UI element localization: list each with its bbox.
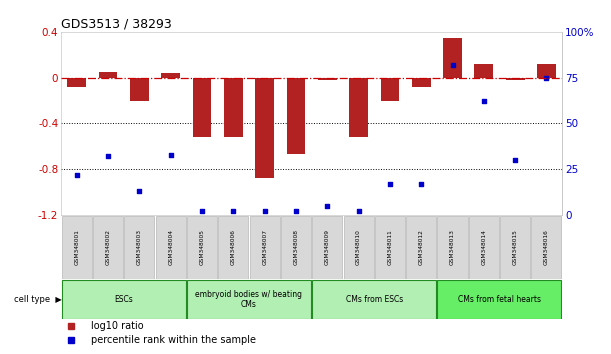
Bar — [255, 78, 274, 178]
FancyBboxPatch shape — [312, 216, 342, 279]
FancyBboxPatch shape — [312, 280, 436, 319]
FancyBboxPatch shape — [250, 216, 280, 279]
Text: GSM348006: GSM348006 — [231, 229, 236, 265]
Text: GSM348001: GSM348001 — [75, 229, 79, 265]
Bar — [161, 73, 180, 78]
Text: cell type  ▶: cell type ▶ — [13, 295, 62, 304]
Bar — [130, 78, 149, 101]
Point — [134, 188, 144, 194]
Bar — [192, 78, 211, 137]
Point — [291, 209, 301, 214]
Text: GSM348015: GSM348015 — [513, 229, 518, 265]
Bar — [318, 78, 337, 80]
Text: GSM348007: GSM348007 — [262, 229, 267, 265]
Bar — [67, 78, 86, 87]
Bar — [537, 64, 556, 78]
Text: GSM348005: GSM348005 — [200, 229, 205, 265]
FancyBboxPatch shape — [125, 216, 155, 279]
FancyBboxPatch shape — [469, 216, 499, 279]
Point — [229, 209, 238, 214]
Text: GSM348011: GSM348011 — [387, 229, 392, 265]
FancyBboxPatch shape — [93, 216, 123, 279]
Text: GDS3513 / 38293: GDS3513 / 38293 — [61, 18, 172, 31]
FancyBboxPatch shape — [62, 280, 186, 319]
Point — [385, 181, 395, 187]
FancyBboxPatch shape — [437, 280, 562, 319]
Text: CMs from ESCs: CMs from ESCs — [346, 295, 403, 304]
Point — [166, 152, 175, 158]
Point — [72, 172, 82, 178]
FancyBboxPatch shape — [156, 216, 186, 279]
Point — [103, 154, 113, 159]
Point — [510, 157, 520, 163]
Point — [323, 203, 332, 209]
FancyBboxPatch shape — [500, 216, 530, 279]
FancyBboxPatch shape — [62, 216, 92, 279]
Text: GSM348016: GSM348016 — [544, 229, 549, 265]
FancyBboxPatch shape — [281, 216, 311, 279]
Bar — [506, 78, 524, 80]
Point — [197, 209, 207, 214]
FancyBboxPatch shape — [187, 280, 311, 319]
Text: ESCs: ESCs — [114, 295, 133, 304]
Bar — [381, 78, 400, 101]
FancyBboxPatch shape — [532, 216, 562, 279]
Text: GSM348012: GSM348012 — [419, 229, 423, 265]
Text: GSM348014: GSM348014 — [481, 229, 486, 265]
Text: GSM348008: GSM348008 — [293, 229, 298, 265]
Point — [354, 209, 364, 214]
Text: log10 ratio: log10 ratio — [91, 321, 144, 331]
FancyBboxPatch shape — [375, 216, 405, 279]
FancyBboxPatch shape — [406, 216, 436, 279]
Text: GSM348002: GSM348002 — [106, 229, 111, 265]
Bar — [349, 78, 368, 137]
FancyBboxPatch shape — [218, 216, 248, 279]
Point — [416, 181, 426, 187]
Bar — [475, 64, 493, 78]
Text: GSM348004: GSM348004 — [168, 229, 173, 265]
Point — [448, 62, 458, 68]
Text: embryoid bodies w/ beating
CMs: embryoid bodies w/ beating CMs — [196, 290, 302, 309]
FancyBboxPatch shape — [187, 216, 217, 279]
Bar — [224, 78, 243, 137]
Point — [541, 75, 551, 80]
Bar — [99, 72, 117, 78]
Point — [260, 209, 269, 214]
Text: CMs from fetal hearts: CMs from fetal hearts — [458, 295, 541, 304]
Bar — [412, 78, 431, 87]
Text: GSM348003: GSM348003 — [137, 229, 142, 265]
Bar — [287, 78, 306, 154]
Point — [479, 99, 489, 104]
Text: percentile rank within the sample: percentile rank within the sample — [91, 335, 256, 345]
Text: GSM348010: GSM348010 — [356, 229, 361, 265]
FancyBboxPatch shape — [343, 216, 373, 279]
Text: GSM348009: GSM348009 — [325, 229, 330, 265]
Bar — [443, 38, 462, 78]
Text: GSM348013: GSM348013 — [450, 229, 455, 265]
FancyBboxPatch shape — [437, 216, 467, 279]
